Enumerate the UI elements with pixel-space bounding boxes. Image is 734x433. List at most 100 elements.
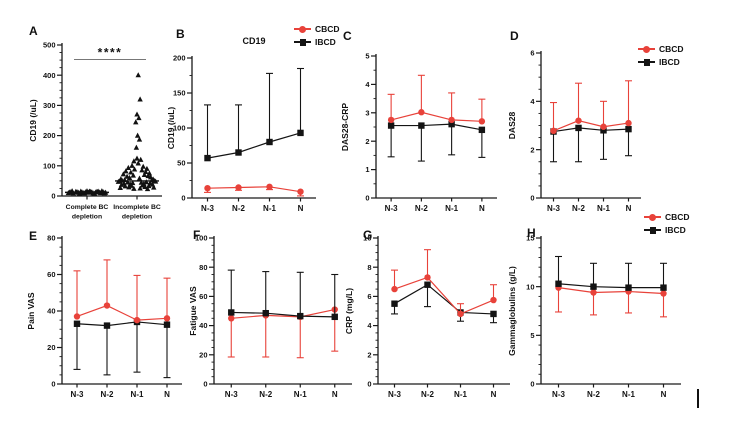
data-point-marker bbox=[228, 315, 235, 322]
data-point-marker bbox=[134, 155, 140, 161]
x-category-label: N bbox=[298, 204, 304, 213]
data-point-marker bbox=[457, 310, 464, 318]
legend-panel-b: CBCD IBCD bbox=[294, 24, 340, 47]
data-point-marker bbox=[133, 144, 140, 150]
data-point-marker bbox=[660, 290, 667, 297]
y-tick-label: 60 bbox=[199, 292, 207, 301]
series-ibcd-line bbox=[558, 283, 664, 289]
cbcd-circle-marker-icon bbox=[294, 25, 311, 34]
x-category-label: N-1 bbox=[263, 204, 276, 213]
ibcd-square-marker-icon bbox=[638, 58, 655, 67]
panel-a-scatter-chart: 0 100 200 300 400 500 Complete BC depletion Inco… bbox=[20, 18, 172, 249]
data-point-marker bbox=[387, 116, 395, 124]
panel-h-line-chart: 0 5 10 15 N-3 N-2 N-1 N Gammaglobulins (g/L) bbox=[505, 226, 687, 423]
panel-b-line-chart: 0 50 100 150 200 N-3 N-2 N-1 N CD19 (/uL) CD19 bbox=[166, 18, 324, 237]
data-point-marker bbox=[391, 285, 398, 293]
data-point-marker bbox=[660, 284, 667, 291]
x-category-label: N-3 bbox=[71, 390, 84, 399]
text-cursor-artifact bbox=[697, 389, 699, 408]
series-cbcd-line bbox=[207, 186, 301, 193]
data-point-marker bbox=[204, 154, 211, 162]
series-cbcd-line bbox=[76, 304, 168, 321]
series-ibcd-line bbox=[394, 283, 494, 315]
data-point-marker bbox=[490, 296, 497, 304]
y-tick-label: 200 bbox=[43, 131, 56, 140]
data-point-marker bbox=[134, 111, 140, 117]
y-tick-label: 80 bbox=[47, 234, 55, 243]
x-category-label: N-3 bbox=[547, 204, 560, 213]
ibcd-square-marker-icon bbox=[294, 38, 311, 47]
x-category-label: Incomplete BC depletion bbox=[113, 204, 161, 221]
data-point-marker bbox=[297, 129, 304, 137]
data-point-marker bbox=[590, 289, 597, 296]
x-category-label: N bbox=[626, 204, 632, 213]
y-tick-label: 6 bbox=[530, 49, 534, 58]
data-point-marker bbox=[262, 309, 269, 317]
data-point-marker bbox=[140, 163, 146, 169]
chart-a-canvas: 0 100 200 300 400 500 Complete BC depletionInco… bbox=[28, 41, 162, 221]
legend-label-cbcd: CBCD bbox=[659, 44, 684, 54]
data-point-marker bbox=[297, 188, 304, 195]
x-category-label: N-1 bbox=[294, 390, 307, 399]
y-tick-label: 100 bbox=[43, 161, 56, 170]
x-category-label: N-2 bbox=[587, 390, 600, 399]
data-point-marker bbox=[418, 122, 425, 129]
y-axis-title: CRP (mg/L) bbox=[344, 288, 354, 334]
panel-label-a: A bbox=[29, 24, 38, 38]
data-point-marker bbox=[478, 118, 486, 125]
legend-label-ibcd: IBCD bbox=[315, 37, 336, 47]
x-category-label: N bbox=[661, 390, 667, 399]
y-tick-label: 6 bbox=[367, 292, 371, 301]
y-tick-label: 300 bbox=[43, 101, 56, 110]
data-point-marker bbox=[141, 171, 148, 177]
legend-panel-d: CBCD IBCD bbox=[638, 44, 684, 67]
chart-title: CD19 bbox=[242, 36, 265, 46]
y-tick-label: 5 bbox=[365, 52, 369, 61]
y-tick-label: 20 bbox=[47, 343, 55, 352]
y-tick-label: 1 bbox=[365, 165, 369, 174]
y-tick-label: 5 bbox=[530, 331, 534, 340]
data-point-marker bbox=[136, 115, 142, 121]
y-tick-label: 20 bbox=[199, 350, 207, 359]
data-point-marker bbox=[490, 310, 497, 318]
series-ibcd-line bbox=[231, 311, 335, 318]
y-tick-label: 4 bbox=[530, 97, 535, 106]
data-point-marker bbox=[120, 171, 127, 177]
legend-label-ibcd: IBCD bbox=[659, 57, 680, 67]
chart-e-canvas: 0 20 40 60 80 N-3 N-2 N-1 N Pain VAS bbox=[26, 234, 182, 399]
x-category-label: N-3 bbox=[552, 390, 565, 399]
data-point-marker bbox=[129, 162, 135, 168]
series-cbcd-line bbox=[231, 308, 335, 319]
data-point-marker bbox=[126, 184, 132, 190]
panel-f-line-chart: 0 20 40 60 80 100 N-3 N-2 N-1 N Fatigue VAS bbox=[188, 226, 356, 423]
y-tick-label: 0 bbox=[367, 380, 371, 389]
series-cbcd-line bbox=[558, 287, 664, 295]
panel-label-e: E bbox=[29, 229, 38, 243]
y-tick-label: 0 bbox=[51, 380, 55, 389]
y-tick-label: 4 bbox=[367, 321, 372, 330]
legend-item-ibcd: IBCD bbox=[294, 37, 340, 47]
panel-g-line-chart: 0 2 4 6 8 10 N-3 N-2 N-1 N CRP (mg/L) bbox=[340, 226, 516, 423]
data-point-marker bbox=[391, 300, 398, 307]
x-category-label: N-3 bbox=[201, 204, 214, 213]
x-category-label: N-2 bbox=[572, 204, 585, 213]
series-ibcd-line bbox=[76, 321, 168, 327]
cbcd-circle-marker-icon bbox=[638, 45, 655, 54]
x-category-label: N bbox=[479, 204, 485, 213]
data-point-marker bbox=[448, 116, 455, 124]
data-point-marker bbox=[625, 284, 632, 291]
data-point-marker bbox=[163, 315, 171, 322]
chart-g-canvas: 0 2 4 6 8 10 N-3 N-2 N-1 N CRP (mg/L) bbox=[344, 234, 510, 399]
legend-item-cbcd: CBCD bbox=[638, 44, 684, 54]
data-point-marker bbox=[73, 320, 81, 327]
data-point-marker bbox=[131, 185, 137, 191]
y-tick-label: 2 bbox=[367, 350, 371, 359]
panel-d-line-chart: 0 2 4 6 N-3 N-2 N-1 N DAS28 bbox=[503, 18, 665, 237]
series-cbcd-line bbox=[553, 120, 629, 132]
y-tick-label: 2 bbox=[365, 137, 369, 146]
panel-label-d: D bbox=[510, 29, 519, 43]
data-point-marker bbox=[266, 183, 273, 190]
legend-item-cbcd: CBCD bbox=[644, 212, 690, 222]
data-point-marker bbox=[103, 302, 111, 309]
y-axis-title: CD19 (/uL) bbox=[166, 107, 176, 150]
